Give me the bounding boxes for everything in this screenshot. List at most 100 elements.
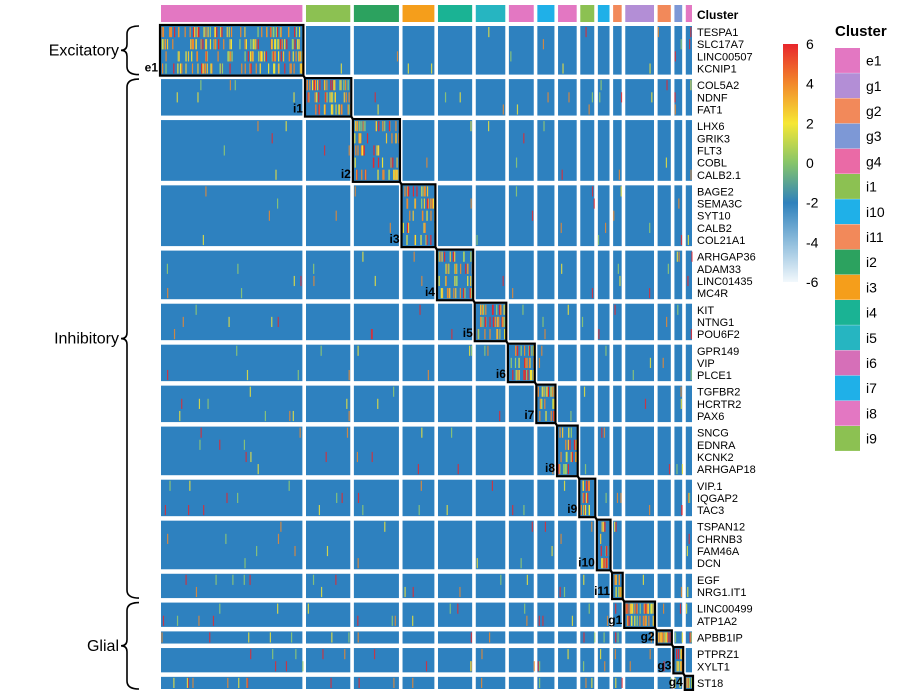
heatmap-block-i1-i8 — [558, 79, 577, 116]
heatmap-cell — [512, 369, 514, 381]
heatmap-cell — [338, 104, 341, 115]
heatmap-cell — [546, 386, 548, 397]
heatmap-cell — [412, 210, 414, 221]
heatmap-cell — [690, 329, 693, 340]
heatmap-cell — [396, 51, 399, 62]
heatmap-cell — [392, 157, 394, 168]
heatmap-block-i6-i2 — [353, 344, 399, 382]
heatmap-block-i1-i11 — [613, 79, 622, 116]
heatmap-cell — [355, 169, 358, 180]
heatmap-block-i11-i2 — [353, 573, 399, 599]
heatmap-cell — [517, 369, 519, 381]
heatmap-cell — [217, 51, 219, 62]
heatmap-cell — [528, 345, 531, 356]
heatmap-block-i6-g1 — [625, 344, 655, 382]
heatmap-block-i2-g4 — [685, 120, 692, 181]
heatmap-cell — [515, 157, 518, 168]
heatmap-cell — [389, 222, 391, 233]
heatmap-cell — [358, 677, 360, 688]
heatmap-cell — [385, 133, 388, 144]
heatmap-cell — [662, 357, 664, 368]
heatmap-cell — [583, 492, 585, 504]
heatmap-cell — [325, 92, 327, 103]
heatmap-cell — [446, 505, 448, 516]
heatmap-cell — [291, 39, 293, 50]
heatmap-cell — [644, 398, 647, 409]
gene-label: GRIK3 — [697, 133, 730, 145]
heatmap-cell — [470, 345, 473, 356]
heatmap-cell — [516, 369, 518, 381]
heatmap-block-g2-i11 — [613, 631, 622, 644]
heatmap-cell — [469, 288, 471, 299]
heatmap-cell — [470, 661, 472, 672]
heatmap-cell — [489, 329, 491, 340]
heatmap-cell — [450, 427, 453, 438]
heatmap-block-i3-e1 — [161, 185, 303, 247]
heatmap-cell — [680, 386, 682, 397]
gene-label: EDNRA — [697, 440, 736, 452]
heatmap-cell — [496, 304, 498, 315]
heatmap-cell — [573, 439, 576, 450]
heatmap-cell — [520, 345, 522, 356]
heatmap-cell — [674, 51, 676, 62]
heatmap-block-e1-g2 — [657, 26, 671, 75]
heatmap-block-i10-g1 — [625, 520, 655, 570]
heatmap-cell — [200, 427, 202, 438]
heatmap-cell — [284, 63, 286, 74]
heatmap-cell — [445, 263, 447, 274]
class-label-inhibitory: Inhibitory — [54, 331, 119, 348]
heatmap-cell — [487, 345, 489, 356]
heatmap-cell — [423, 222, 425, 233]
heatmap-cell — [348, 369, 350, 381]
heatmap-cell — [348, 104, 350, 115]
heatmap-cell — [678, 649, 680, 660]
heatmap-cell — [432, 198, 435, 209]
heatmap-cell — [257, 121, 259, 132]
heatmap-cell — [552, 410, 555, 422]
heatmap-cell — [318, 505, 320, 516]
heatmap-cell — [586, 480, 588, 491]
heatmap-cell — [676, 464, 678, 475]
heatmap-cell — [645, 603, 647, 614]
heatmap-block-i6-e1 — [161, 344, 303, 382]
heatmap-block-g3-i1 — [305, 648, 351, 673]
heatmap-cell — [177, 27, 180, 38]
heatmap-cell — [626, 603, 628, 614]
heatmap-cell — [396, 157, 398, 168]
heatmap-cell — [374, 92, 376, 103]
gene-label: FLT3 — [697, 145, 722, 157]
heatmap-cell — [646, 603, 648, 614]
heatmap-cell — [602, 521, 605, 532]
heatmap-cell — [409, 210, 411, 221]
heatmap-cell — [528, 357, 530, 368]
heatmap-cell — [202, 63, 204, 74]
heatmap-cell — [162, 39, 164, 50]
heatmap-block-i3-i11 — [613, 185, 622, 247]
heatmap-cell — [414, 234, 417, 246]
heatmap-cell — [276, 27, 279, 38]
heatmap-block-g3-i8 — [558, 648, 577, 673]
colorbar-tick-label: -4 — [806, 234, 819, 250]
heatmap-cell — [547, 92, 549, 103]
heatmap-cell — [421, 275, 423, 287]
heatmap-cell — [502, 316, 504, 328]
heatmap-cell — [588, 603, 590, 614]
heatmap-cell — [583, 574, 585, 585]
heatmap-cell — [274, 39, 276, 50]
heatmap-cell — [530, 369, 532, 381]
heatmap-block-i5-g3 — [674, 303, 683, 341]
heatmap-block-i9-i10 — [597, 479, 610, 517]
cluster-box-i5 — [473, 301, 508, 343]
heatmap-cell — [667, 263, 669, 274]
heatmap-cell — [500, 574, 502, 585]
class-bracket-excitatory — [120, 25, 140, 76]
heatmap-cell — [464, 288, 466, 299]
heatmap-cell — [363, 145, 365, 156]
heatmap-cell — [502, 275, 504, 287]
heatmap-cell — [257, 464, 259, 475]
heatmap-cell — [547, 386, 549, 397]
heatmap-cell — [244, 63, 246, 74]
heatmap-cell — [618, 586, 620, 598]
heatmap-cell — [298, 51, 300, 62]
heatmap-cell — [406, 234, 408, 246]
